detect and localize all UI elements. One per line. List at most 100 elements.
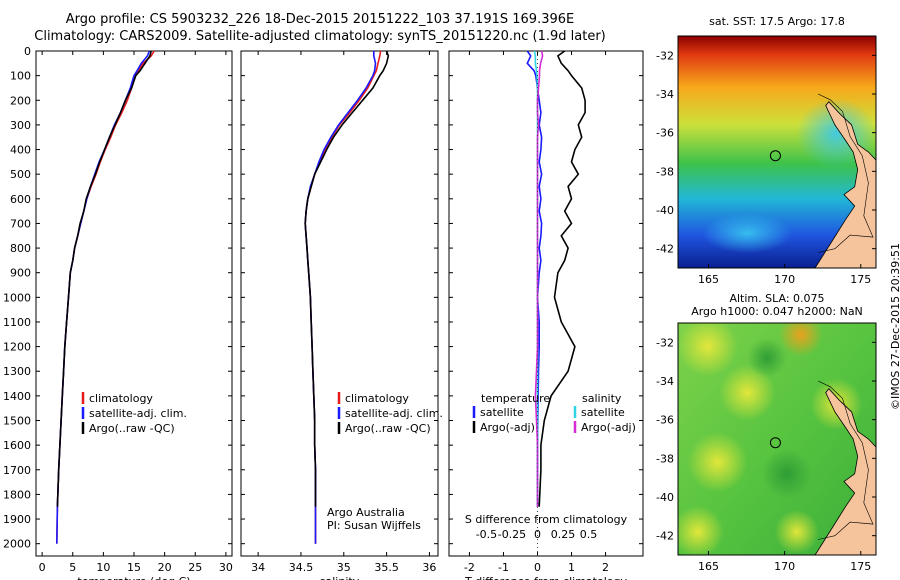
sal-xtick-label: 34 bbox=[251, 561, 265, 574]
temp-xtick-label: 10 bbox=[96, 561, 110, 574]
sal-legend-label: satellite-adj. clim. bbox=[345, 407, 443, 420]
temp-xtick-label: 20 bbox=[158, 561, 172, 574]
sla-map: 165 170 175 -32 -34 -36 -38 -40 -42 bbox=[656, 322, 877, 573]
sal-annotation-line: Argo Australia bbox=[327, 506, 405, 519]
sst-argo-marker bbox=[769, 150, 781, 162]
temp-series-climatology bbox=[56, 50, 155, 544]
diff-frame bbox=[448, 50, 644, 557]
sla-ytick-label: -38 bbox=[656, 452, 674, 465]
temp-xtick-label: 0 bbox=[39, 561, 46, 574]
temp-ytick-label: 1300 bbox=[3, 365, 31, 378]
temp-ytick-label: 200 bbox=[10, 94, 31, 107]
sla-map-title: Altim. SLA: 0.075 bbox=[729, 292, 825, 305]
sla-xtick-label: 175 bbox=[850, 560, 871, 573]
diff-xtick-top-label: 0.25 bbox=[551, 528, 576, 541]
diff-panel: -2 -1 0 1 2T difference from climatology temp… bbox=[448, 50, 644, 580]
diff-legend-label: Argo(-adj) bbox=[480, 421, 535, 434]
diff-xtick-label: -1 bbox=[498, 561, 509, 574]
temp-series-satellite-adj-clim- bbox=[56, 50, 151, 544]
sla-anomaly-blob bbox=[719, 364, 776, 421]
temp-ytick-label: 1900 bbox=[3, 513, 31, 526]
sla-map-subtitle: Argo h1000: 0.047 h2000: NaN bbox=[691, 305, 863, 318]
diff-legend-label: satellite bbox=[581, 406, 625, 419]
temp-ytick-label: 500 bbox=[10, 168, 31, 181]
sst-ytick-label: -38 bbox=[656, 165, 674, 178]
diff-xtick-top-label: -0.5 bbox=[476, 528, 497, 541]
sla-anomaly-blob bbox=[774, 509, 819, 554]
temp-ytick-label: 2000 bbox=[3, 538, 31, 551]
diff-series-argo-adj- bbox=[538, 50, 586, 507]
sst-ytick-label: -40 bbox=[656, 204, 674, 217]
temp-xlabel: temperature (deg C) bbox=[77, 575, 190, 580]
temp-ytick-label: 900 bbox=[10, 267, 31, 280]
diff-legend-header: salinity bbox=[582, 392, 622, 405]
sla-ytick-label: -32 bbox=[656, 336, 674, 349]
temp-ytick-label: 300 bbox=[10, 119, 31, 132]
sal-xlabel: salinity bbox=[320, 575, 360, 580]
sla-land bbox=[814, 388, 876, 555]
sst-map-field bbox=[678, 36, 876, 268]
temp-xtick-label: 30 bbox=[219, 561, 233, 574]
sla-anomaly-blob bbox=[747, 337, 788, 378]
diff-xtick-label: 2 bbox=[602, 561, 609, 574]
temp-ytick-label: 100 bbox=[10, 70, 31, 83]
sal-xtick-label: 36 bbox=[422, 561, 436, 574]
sst-map-title: sat. SST: 17.5 Argo: 17.8 bbox=[709, 15, 845, 28]
temp-panel: 0 5 10 15 20 25 30 temperature (deg C) 0 100 200 30… bbox=[3, 45, 233, 580]
sla-map-field bbox=[678, 323, 876, 555]
sal-panel: 34 34.5 35 35.5 36 salinity climatology satelli… bbox=[240, 50, 443, 580]
sla-ytick-label: -42 bbox=[656, 530, 674, 543]
diff-xtick-top-label: 0.5 bbox=[580, 528, 598, 541]
temp-frame bbox=[35, 50, 233, 557]
sst-ytick-label: -34 bbox=[656, 88, 674, 101]
sal-xtick-label: 35 bbox=[337, 561, 351, 574]
temp-ytick-label: 600 bbox=[10, 193, 31, 206]
sla-anomaly-blob bbox=[678, 505, 724, 555]
sla-xtick-label: 165 bbox=[698, 560, 719, 573]
sst-ytick-label: -36 bbox=[656, 127, 674, 140]
sla-anomaly-blob bbox=[678, 323, 738, 377]
sla-ytick-label: -36 bbox=[656, 414, 674, 427]
temp-ytick-label: 1200 bbox=[3, 341, 31, 354]
sst-xtick-label: 170 bbox=[774, 273, 795, 286]
temp-ytick-label: 1400 bbox=[3, 390, 31, 403]
sst-cool-band bbox=[702, 213, 793, 254]
diff-legend-header: temperature bbox=[481, 392, 550, 405]
temp-ytick-label: 400 bbox=[10, 144, 31, 157]
sla-ytick-label: -34 bbox=[656, 375, 674, 388]
sla-anomaly-blob bbox=[778, 323, 823, 357]
sla-ytick-label: -40 bbox=[656, 491, 674, 504]
sst-xtick-label: 165 bbox=[698, 273, 719, 286]
temp-legend-label: Argo(..raw -QC) bbox=[89, 422, 175, 435]
sal-frame bbox=[240, 50, 439, 557]
sal-xtick-label: 35.5 bbox=[374, 561, 399, 574]
temp-ytick-label: 1500 bbox=[3, 415, 31, 428]
sst-depth-contour bbox=[817, 93, 874, 253]
diff-xtick-label: 1 bbox=[568, 561, 575, 574]
temp-ytick-label: 1700 bbox=[3, 464, 31, 477]
diff-xtick-top-label: 0 bbox=[534, 528, 541, 541]
diff-legend-label: satellite bbox=[480, 406, 524, 419]
temp-ytick-label: 1600 bbox=[3, 439, 31, 452]
temp-xtick-label: 5 bbox=[69, 561, 76, 574]
sal-annotation-line: PI: Susan Wijffels bbox=[327, 519, 421, 532]
diff-xlabel-top: S difference from climatology bbox=[465, 513, 628, 526]
sla-depth-contour bbox=[817, 380, 874, 540]
temp-xtick-label: 15 bbox=[127, 561, 141, 574]
sst-xtick-label: 175 bbox=[850, 273, 871, 286]
diff-xtick-label: -2 bbox=[464, 561, 475, 574]
sla-anomaly-blob bbox=[687, 432, 748, 493]
sla-xtick-label: 170 bbox=[774, 560, 795, 573]
diff-series-satellite bbox=[526, 50, 543, 507]
diff-legend-label: Argo(-adj) bbox=[581, 421, 636, 434]
diff-series-argo-adj- bbox=[534, 50, 544, 507]
temp-series-argo-raw-qc- bbox=[56, 50, 152, 507]
temp-ytick-label: 1100 bbox=[3, 316, 31, 329]
sst-ytick-label: -32 bbox=[656, 49, 674, 62]
temp-ytick-label: 700 bbox=[10, 217, 31, 230]
sal-xtick-label: 34.5 bbox=[289, 561, 314, 574]
temp-legend-label: climatology bbox=[89, 392, 153, 405]
diff-xlabel: T difference from climatology bbox=[464, 575, 627, 580]
temp-xtick-label: 25 bbox=[188, 561, 202, 574]
